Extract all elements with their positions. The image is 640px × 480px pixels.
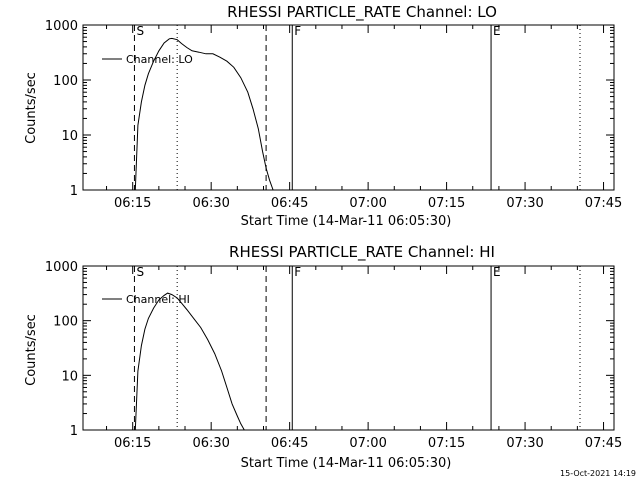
x-tick-label: 07:15 [428, 196, 465, 211]
event-marker-label: F [294, 24, 301, 38]
x-tick-label: 07:00 [349, 196, 386, 211]
series-line-lo [134, 37, 274, 191]
legend-label-lo: Channel: LO [126, 53, 193, 66]
y-tick-label: 1000 [45, 260, 78, 275]
x-ticks-lo: 06:15 06:30 06:45 07:00 07:15 07:30 07:45 [106, 25, 622, 211]
x-tick-label: 06:45 [271, 436, 308, 451]
y-axis-label-lo: Counts/sec [24, 72, 39, 144]
x-tick-label: 06:30 [192, 436, 229, 451]
event-marker-label: E [493, 265, 501, 279]
x-tick-label: 07:30 [506, 436, 543, 451]
x-tick-label: 06:15 [114, 196, 151, 211]
y-axis-label-hi: Counts/sec [24, 314, 39, 386]
y-tick-label: 100 [53, 315, 78, 330]
x-ticks-hi: 06:15 06:30 06:45 07:00 07:15 07:30 07:45 [106, 266, 622, 451]
event-marker-label: F [294, 265, 301, 279]
plot-frame-lo [82, 24, 615, 191]
x-axis-label-lo: Start Time (14-Mar-11 06:05:30) [241, 214, 452, 229]
event-marker-label: E [493, 24, 501, 38]
series-lo [134, 37, 274, 191]
legend-label-hi: Channel: HI [126, 293, 190, 306]
generation-timestamp: 15-Oct-2021 14:19 [560, 469, 636, 478]
x-tick-label: 06:45 [271, 196, 308, 211]
plot-frame-box-hi [82, 265, 615, 431]
x-axis-label-hi: Start Time (14-Mar-11 06:05:30) [241, 456, 452, 471]
y-tick-label: 10 [61, 129, 78, 144]
y-tick-label: 1000 [45, 19, 78, 34]
series-hi [134, 292, 245, 431]
chart-panel-lo: RHESSI PARTICLE_RATE Channel: LO 06:15 06… [24, 3, 622, 229]
x-tick-label: 07:45 [585, 436, 622, 451]
x-tick-label: 06:15 [114, 436, 151, 451]
series-line-hi [134, 292, 245, 431]
event-marker-label: S [136, 265, 144, 279]
chart-panel-hi: RHESSI PARTICLE_RATE Channel: HI 06:15 06… [24, 243, 622, 471]
event-marker-label: S [136, 24, 144, 38]
y-ticks-lo: 1 10 100 1000 [45, 19, 614, 199]
y-tick-label: 1 [70, 184, 78, 199]
x-tick-label: 07:30 [506, 196, 543, 211]
y-tick-label: 1 [70, 424, 78, 439]
y-tick-label: 10 [61, 369, 78, 384]
chart-title-lo: RHESSI PARTICLE_RATE Channel: LO [227, 3, 497, 22]
legend-hi: Channel: HI [102, 293, 190, 306]
plot-frame-box-lo [82, 24, 615, 191]
legend-lo: Channel: LO [102, 53, 193, 66]
x-tick-label: 07:15 [428, 436, 465, 451]
x-tick-label: 07:00 [349, 436, 386, 451]
x-tick-label: 06:30 [192, 196, 229, 211]
y-ticks-hi: 1 10 100 1000 [45, 260, 614, 439]
plot-frame-hi [82, 265, 615, 431]
y-tick-label: 100 [53, 74, 78, 89]
x-tick-label: 07:45 [585, 196, 622, 211]
chart-title-hi: RHESSI PARTICLE_RATE Channel: HI [229, 243, 495, 262]
